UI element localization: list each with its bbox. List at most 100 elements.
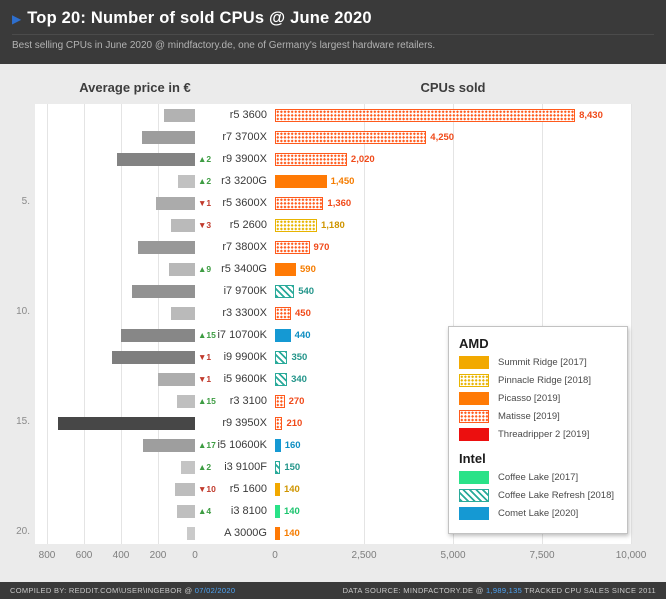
- cpu-label-cell: r7 3800X: [195, 241, 275, 253]
- chart-row: ▼3 r5 2600 1,180: [35, 214, 631, 236]
- sold-axis-tick: 7,500: [529, 550, 555, 561]
- rank-change-up-indicator: ▲9: [198, 264, 212, 274]
- price-bar: [158, 372, 195, 386]
- sold-cell: 1,180: [275, 218, 631, 232]
- price-cell: [35, 460, 195, 474]
- cpu-name: r7 3700X: [222, 131, 267, 143]
- sold-bar: [275, 394, 285, 408]
- sold-value: 450: [295, 307, 311, 319]
- price-cell: [35, 350, 195, 364]
- header: ▶ Top 20: Number of sold CPUs @ June 202…: [0, 0, 666, 64]
- rank-tick-label: 20.: [16, 526, 30, 537]
- price-bar: [156, 196, 195, 210]
- rank-change-down-indicator: ▼1: [198, 352, 212, 362]
- sold-cell: 140: [275, 482, 631, 496]
- legend: AMD Summit Ridge [2017] Pinnacle Ridge [20…: [448, 326, 628, 534]
- cpu-label-cell: r9 3950X: [195, 417, 275, 429]
- cpu-name: i3 9100F: [224, 461, 267, 473]
- cpu-name: i7 10700K: [217, 329, 267, 341]
- summit-swatch: [459, 356, 489, 369]
- sold-bar: [275, 438, 281, 452]
- rank-change-up-indicator: ▲17: [198, 440, 216, 450]
- sold-value: 440: [294, 329, 311, 341]
- cpu-label-cell: ▼1 i5 9600K: [195, 373, 275, 385]
- sold-value: 160: [284, 439, 301, 451]
- price-bar: [169, 262, 195, 276]
- matisse-swatch: [459, 410, 489, 423]
- cpu-name: r5 3600: [229, 109, 267, 121]
- legend-item: Summit Ridge [2017]: [459, 356, 617, 369]
- sold-axis-tick: 10,000: [615, 550, 647, 561]
- sold-cell: 350: [275, 350, 631, 364]
- rank-change-up-indicator: ▲4: [198, 506, 212, 516]
- rank-change-down-indicator: ▼3: [198, 220, 212, 230]
- cpu-name: i5 9600K: [223, 373, 267, 385]
- price-cell: [35, 108, 195, 122]
- footer-sales-count: 1,989,135: [486, 586, 523, 595]
- chart-row: i7 9700K 540: [35, 280, 631, 302]
- sold-bar: [275, 306, 292, 320]
- chart-row: r7 3800X 970: [35, 236, 631, 258]
- legend-item-label: Threadripper 2 [2019]: [498, 429, 590, 440]
- price-bar: [143, 438, 195, 452]
- cpu-label-cell: ▼10 r5 1600: [195, 483, 275, 495]
- price-cell: [35, 438, 195, 452]
- cpu-label-cell: r5 3600: [195, 109, 275, 121]
- gridline: [84, 104, 85, 544]
- title-row: ▶ Top 20: Number of sold CPUs @ June 202…: [12, 9, 654, 35]
- legend-item-label: Picasso [2019]: [498, 393, 561, 404]
- price-axis-tick: 0: [192, 550, 198, 561]
- footer-date: 07/02/2020: [194, 586, 236, 595]
- cpu-name: A 3000G: [224, 527, 267, 539]
- cpu-name: i3 8100: [230, 505, 267, 517]
- cpu-label-cell: r3 3300X: [195, 307, 275, 319]
- footer-credit-text: COMPILED BY: REDDIT.COM\USER\INGEBOR @: [10, 586, 195, 595]
- price-bar: [121, 328, 195, 342]
- sold-bar: [275, 130, 427, 144]
- cpu-name: r3 3100: [229, 395, 267, 407]
- sold-value: 350: [291, 351, 308, 363]
- cpu-name: r5 3400G: [221, 263, 267, 275]
- sold-value: 1,450: [330, 175, 355, 187]
- sold-value: 340: [291, 373, 307, 385]
- cpu-name: r5 1600: [229, 483, 267, 495]
- cpu-name: r5 3600X: [222, 197, 267, 209]
- sold-bar: [275, 240, 310, 254]
- cpu-name: r9 3950X: [222, 417, 267, 429]
- chart-row: ▲2 r3 3200G 1,450: [35, 170, 631, 192]
- sold-cell: 590: [275, 262, 631, 276]
- price-cell: [35, 526, 195, 540]
- chart-row: r3 3300X 450: [35, 302, 631, 324]
- price-cell: [35, 504, 195, 518]
- price-cell: [35, 306, 195, 320]
- sold-bar: [275, 328, 291, 342]
- chart-row: ▲15 i7 10700K 440: [35, 324, 631, 346]
- price-cell: [35, 174, 195, 188]
- sold-cell: 8,430: [275, 108, 631, 122]
- footer-source: DATA SOURCE: MINDFACTORY.DE @ 1,989,135 …: [343, 586, 656, 595]
- cpu-name: r9 3900X: [222, 153, 267, 165]
- cpu-name: r5 2600: [229, 219, 267, 231]
- chart-row: ▼1 i5 9600K 340: [35, 368, 631, 390]
- sold-bar: [275, 504, 280, 518]
- price-bar: [186, 526, 195, 540]
- price-cell: [35, 262, 195, 276]
- price-cell: [35, 284, 195, 298]
- footer: COMPILED BY: REDDIT.COM\USER\INGEBOR @ 0…: [0, 582, 666, 599]
- sold-bar: [275, 350, 288, 364]
- comet-swatch: [459, 507, 489, 520]
- cpu-label-cell: ▲15 i7 10700K: [195, 329, 275, 341]
- legend-item: Threadripper 2 [2019]: [459, 428, 617, 441]
- legend-item-label: Coffee Lake [2017]: [498, 472, 579, 483]
- legend-item-label: Pinnacle Ridge [2018]: [498, 375, 591, 386]
- sold-cell: 1,450: [275, 174, 631, 188]
- legend-group-title: AMD: [459, 336, 489, 351]
- chart-row: r7 3700X 4,250: [35, 126, 631, 148]
- price-cell: [35, 130, 195, 144]
- cpu-label-cell: ▲2 r9 3900X: [195, 153, 275, 165]
- chart-row: A 3000G 140: [35, 522, 631, 544]
- footer-credit: COMPILED BY: REDDIT.COM\USER\INGEBOR @ 0…: [10, 586, 235, 595]
- sold-value: 150: [284, 461, 301, 473]
- price-cell: [35, 416, 195, 430]
